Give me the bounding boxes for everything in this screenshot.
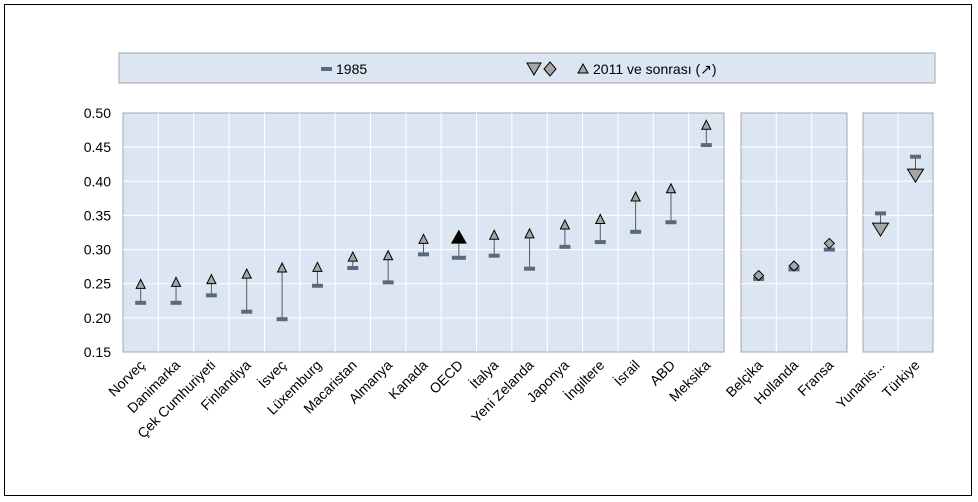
marker-1985 — [524, 266, 536, 271]
oecd-triangle-marker — [450, 229, 467, 244]
x-tick-label: OECD — [426, 357, 466, 397]
y-axis: 0.50 0.45 0.40 0.35 0.30 0.25 0.20 0.15 — [84, 105, 111, 360]
y-tick-label: 0.25 — [84, 276, 111, 292]
marker-2011-up-triangle — [170, 276, 182, 287]
legend-down-triangle-marker — [526, 62, 542, 76]
marker-2011-up-triangle — [418, 233, 429, 244]
marker-1985 — [241, 309, 253, 314]
y-tick-label: 0.30 — [84, 242, 111, 258]
marker-1985 — [276, 317, 288, 322]
y-tick-label: 0.15 — [84, 344, 111, 360]
panel-3: Yunanis...Türkiye — [833, 112, 934, 412]
marker-2011-up-triangle — [382, 249, 394, 261]
chart-frame: 1985 2011 ve sonrası (↗) 0.50 0.45 0.40 0.3… — [4, 4, 972, 496]
marker-2011-up-triangle — [347, 250, 359, 262]
y-tick-label: 0.20 — [84, 310, 111, 326]
marker-2011-up-triangle — [488, 229, 500, 240]
marker-2011-diamond — [823, 237, 836, 250]
marker-2011-down-triangle — [906, 168, 925, 184]
marker-2011-up-triangle — [630, 190, 641, 202]
marker-1985 — [382, 280, 394, 285]
chart-svg: 1985 2011 ve sonrası (↗) 0.50 0.45 0.40 0.3… — [84, 52, 936, 441]
marker-2011-up-triangle — [701, 119, 712, 130]
legend-1985-label: 1985 — [336, 61, 367, 77]
marker-2011-diamond — [752, 269, 765, 282]
x-tick-label: Türkiye — [879, 357, 923, 401]
marker-2011-up-triangle — [241, 268, 253, 279]
marker-1985 — [594, 240, 606, 245]
marker-1985 — [665, 220, 677, 225]
x-tick-label: Yunanis... — [833, 357, 888, 412]
x-tick-label: ABD — [646, 357, 678, 389]
marker-2011-up-triangle — [665, 182, 677, 194]
legend-1985-marker — [321, 67, 332, 71]
panel-background — [740, 112, 848, 353]
marker-1985 — [205, 293, 217, 298]
y-tick-label: 0.50 — [84, 105, 111, 121]
y-tick-label: 0.35 — [84, 207, 111, 223]
marker-1985 — [311, 283, 323, 288]
marker-2011-up-triangle — [559, 218, 571, 230]
legend-box — [118, 52, 936, 84]
marker-2011-up-triangle — [524, 227, 535, 239]
marker-2011-up-triangle — [135, 278, 146, 289]
x-tick-label: İsrail — [610, 356, 643, 389]
x-tick-label: Fransa — [794, 357, 836, 399]
marker-1985 — [875, 211, 886, 216]
legend: 1985 2011 ve sonrası (↗) — [118, 52, 936, 84]
marker-1985 — [135, 300, 147, 305]
legend-up-triangle-marker — [577, 62, 589, 74]
marker-2011-up-triangle — [312, 261, 323, 272]
marker-2011-up-triangle — [206, 273, 217, 285]
marker-1985 — [418, 252, 429, 257]
marker-2011-up-triangle — [276, 261, 288, 273]
marker-2011-up-triangle — [594, 213, 606, 225]
marker-1985 — [559, 244, 571, 249]
x-tick-label: İngiltere — [560, 356, 607, 403]
marker-1985 — [451, 255, 466, 260]
legend-2011-label: 2011 ve sonrası (↗) — [593, 61, 717, 77]
panel-background — [122, 112, 725, 353]
marker-1985 — [910, 154, 921, 159]
marker-1985 — [700, 143, 712, 148]
marker-1985 — [488, 253, 500, 258]
marker-1985 — [170, 300, 182, 305]
marker-2011-diamond — [788, 260, 800, 272]
y-tick-label: 0.40 — [84, 173, 111, 189]
legend-diamond-marker — [543, 61, 557, 77]
marker-1985 — [630, 229, 642, 234]
x-tick-label: Kanada — [385, 357, 431, 403]
marker-1985 — [823, 247, 835, 252]
y-tick-label: 0.45 — [84, 139, 111, 155]
marker-2011-down-triangle — [871, 222, 890, 238]
marker-1985 — [347, 266, 359, 271]
